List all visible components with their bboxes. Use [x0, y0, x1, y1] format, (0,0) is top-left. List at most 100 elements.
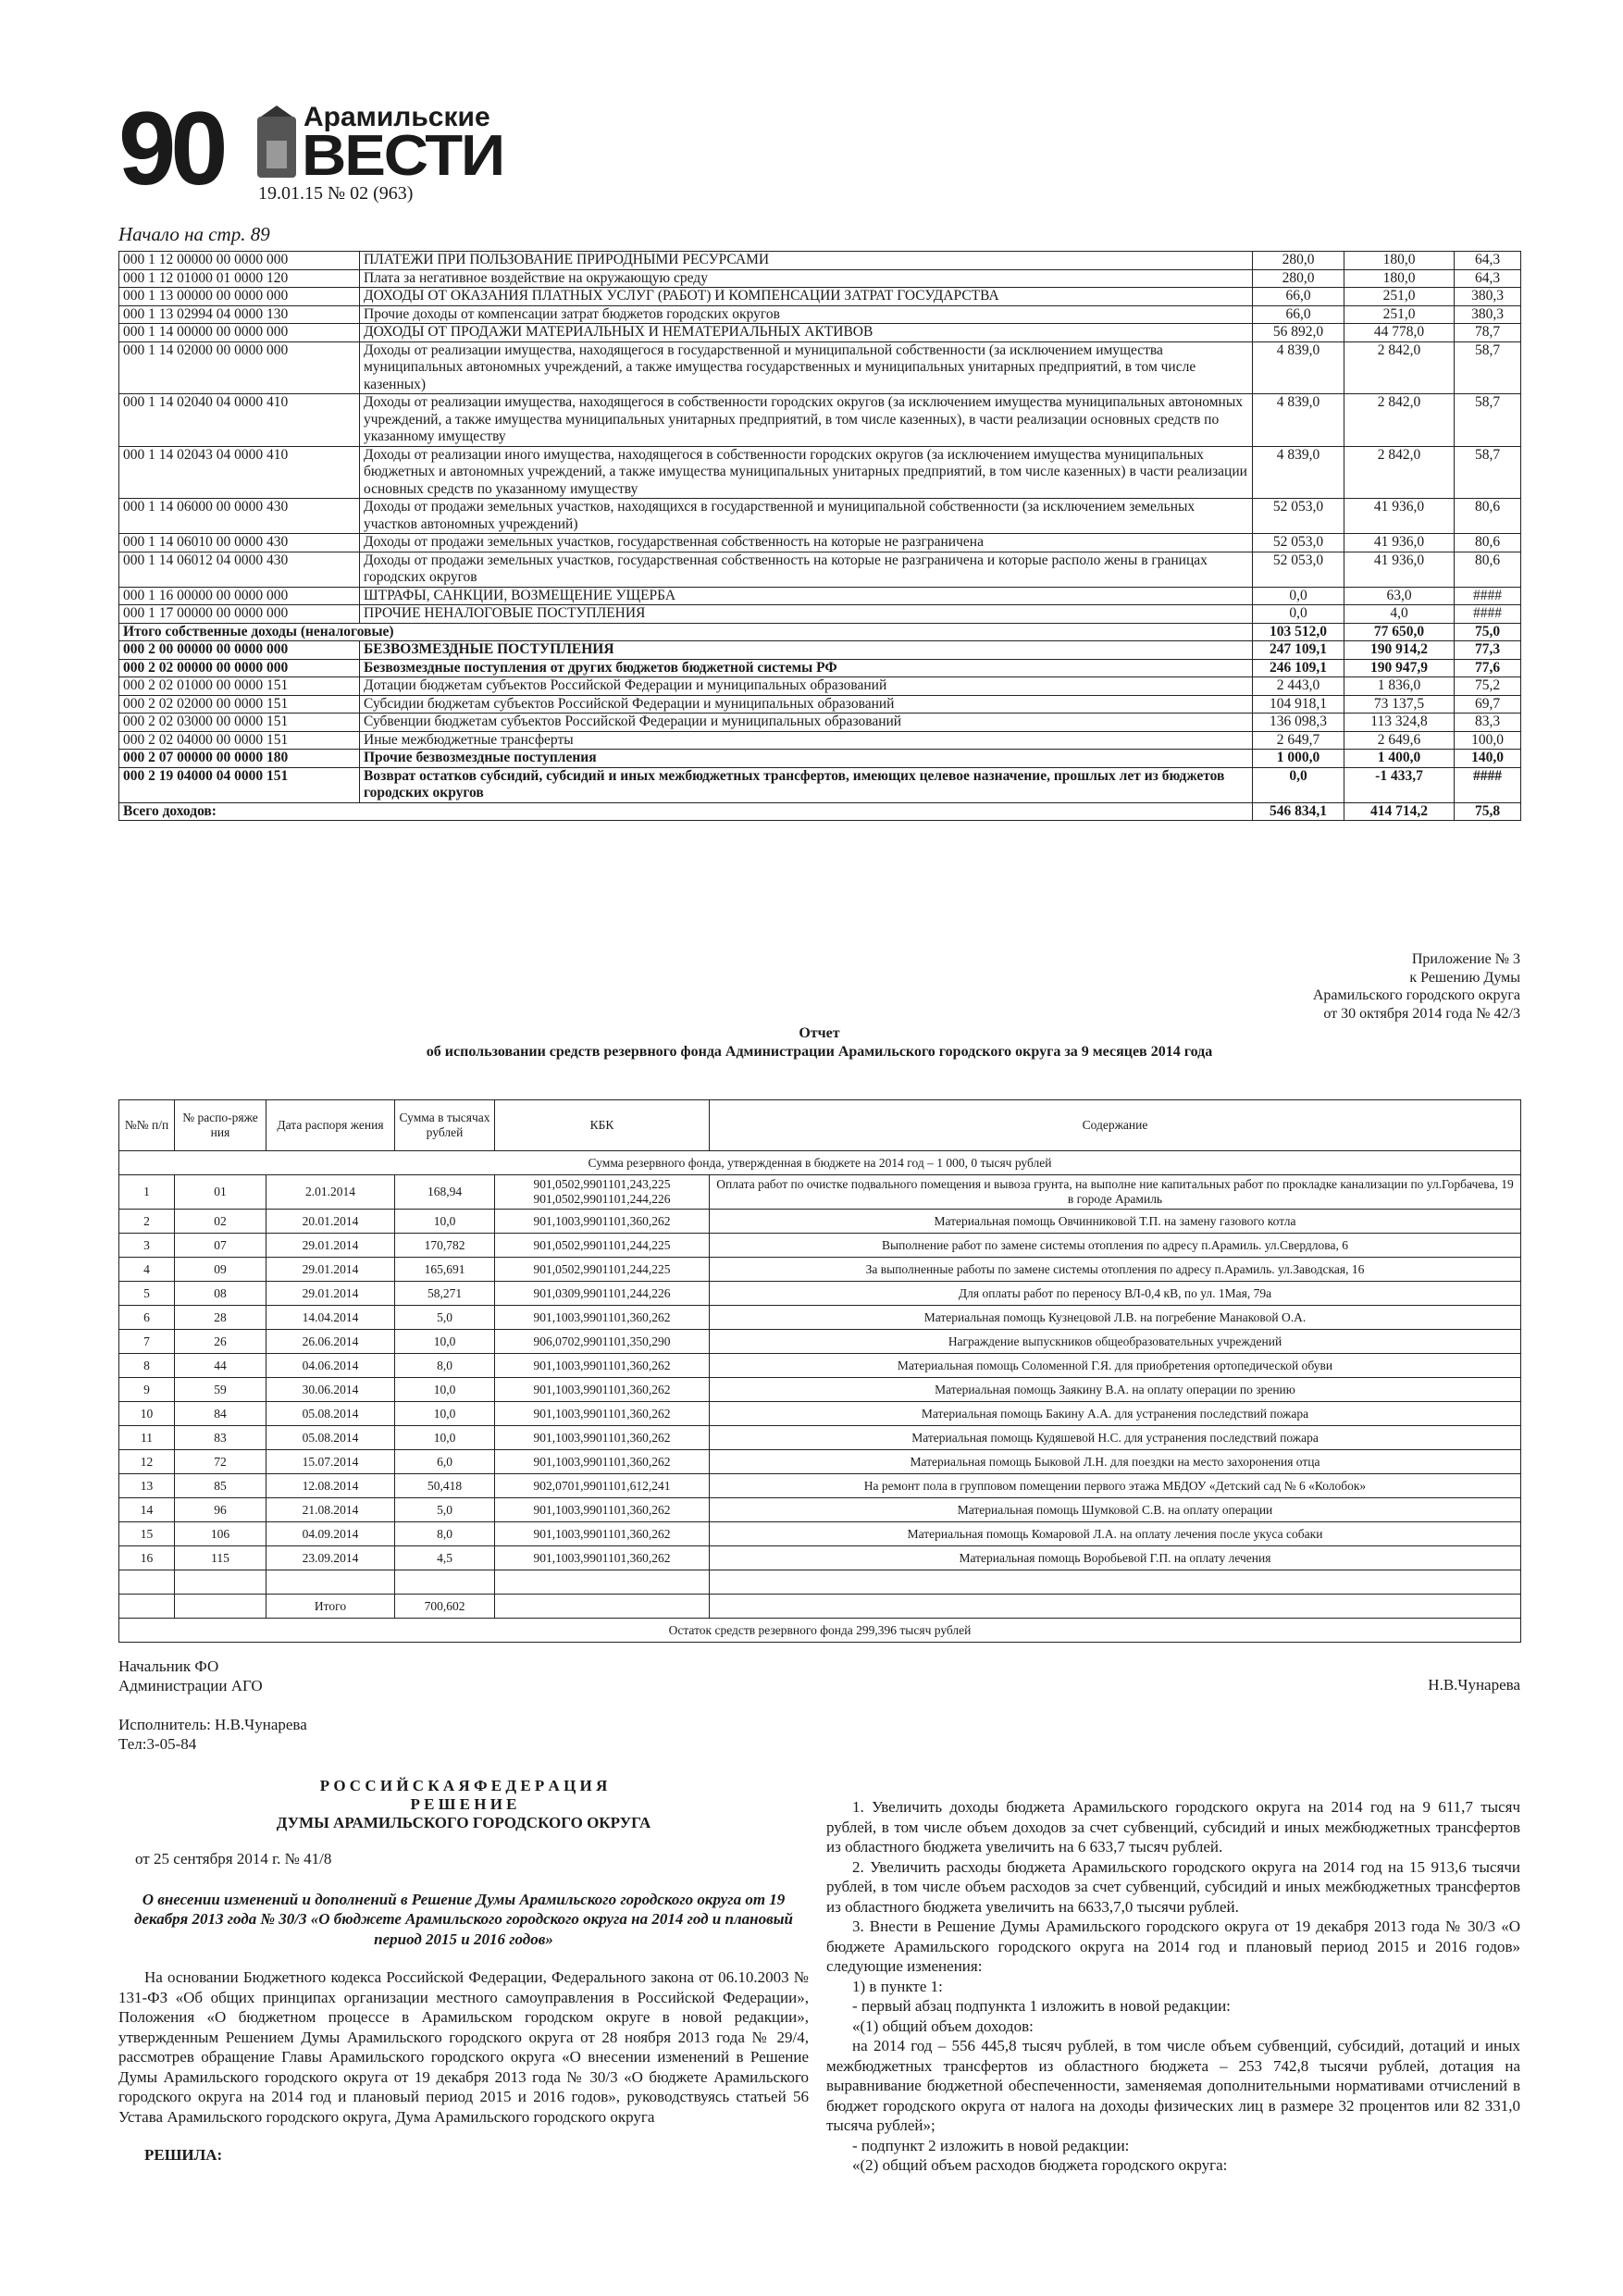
table-row: 000 2 19 04000 04 0000 151 Возврат остатк… — [118, 766, 1521, 803]
kbk-line: 901,1003,9901101,360,262 — [533, 1526, 671, 1541]
empty-cell — [494, 1570, 710, 1595]
total-row: Итого 700,602 — [118, 1594, 1521, 1619]
table-row: Итого собственные доходы (неналоговые) 10… — [118, 622, 1521, 641]
table-cell: 44 778,0 — [1344, 323, 1455, 342]
decision-item: - подпункт 2 изложить в новой редакции: — [852, 2136, 1130, 2154]
preamble: На основании Бюджетного кодекса Российск… — [118, 1968, 809, 2126]
table-cell: Доходы от реализации имущества, находяще… — [359, 393, 1253, 447]
table-cell: ШТРАФЫ, САНКЦИИ, ВОЗМЕЩЕНИЕ УЩЕРБА — [359, 586, 1253, 605]
table-cell: 11 — [118, 1425, 175, 1450]
decision-item: 1. Увеличить доходы бюджета Арамильского… — [826, 1798, 1520, 1855]
table-cell: 251,0 — [1344, 287, 1455, 306]
table-cell: Итого собственные доходы (неналоговые) — [118, 622, 1253, 641]
table-cell: ДОХОДЫ ОТ ОКАЗАНИЯ ПЛАТНЫХ УСЛУГ (РАБОТ)… — [359, 287, 1253, 306]
table-row: 000 1 13 02994 04 0000 130 Прочие доходы … — [118, 304, 1521, 324]
table-cell: 9 — [118, 1377, 175, 1402]
table-cell: 58,7 — [1454, 393, 1521, 447]
table-row: 15 106 04.09.2014 8,0 901,1003,9901101,360,2… — [118, 1521, 1521, 1546]
table-row: 000 2 02 00000 00 0000 000 Безвозмездные … — [118, 658, 1521, 677]
kbk-line: 906,0702,9901101,350,290 — [533, 1334, 671, 1348]
table-cell: БЕЗВОЗМЕЗДНЫЕ ПОСТУПЛЕНИЯ — [359, 640, 1253, 660]
table-cell: Прочие безвозмездные поступления — [359, 749, 1253, 768]
heading-line: Р О С С И Й С К А Я Ф Е Д Е Р А Ц И Я — [319, 1777, 608, 1794]
signature-block: Начальник ФО Администрации АГО Исполните… — [118, 1657, 307, 1754]
table-cell: 12 — [118, 1449, 175, 1474]
table-row: 000 1 17 00000 00 0000 000 ПРОЧИЕ НЕНАЛОГ… — [118, 604, 1521, 624]
table-cell: 000 1 14 06010 00 0000 430 — [118, 533, 360, 552]
table-cell: Награждение выпускников общеобразователь… — [709, 1329, 1521, 1354]
table-cell: 29.01.2014 — [266, 1233, 395, 1258]
table-cell: 56 892,0 — [1252, 323, 1344, 342]
table-cell: 104 918,1 — [1252, 694, 1344, 714]
table-cell: 8,0 — [394, 1353, 495, 1378]
table-cell: 000 1 12 01000 01 0000 120 — [118, 268, 360, 288]
table-row: 000 1 14 02000 00 0000 000 Доходы от реал… — [118, 341, 1521, 394]
table-row: 16 115 23.09.2014 4,5 901,1003,9901101,360,2… — [118, 1545, 1521, 1570]
empty-cell — [174, 1594, 266, 1619]
table-cell: Оплата работ по очистке подвального поме… — [709, 1174, 1521, 1210]
table-row: 000 2 02 02000 00 0000 151 Субсидии бюдже… — [118, 694, 1521, 714]
empty-cell — [394, 1570, 495, 1595]
table-row: 000 1 14 06000 00 0000 430 Доходы от прод… — [118, 498, 1521, 534]
table-cell: 02 — [174, 1209, 266, 1234]
table-cell: На ремонт пола в групповом помещении пер… — [709, 1473, 1521, 1498]
table-cell: 6 — [118, 1305, 175, 1330]
table-cell: 4 839,0 — [1252, 445, 1344, 499]
table-cell: 08 — [174, 1281, 266, 1306]
decision-item: на 2014 год – 556 445,8 тысяч рублей, в … — [826, 2037, 1520, 2134]
empty-cell — [174, 1570, 266, 1595]
empty-row — [118, 1570, 1521, 1595]
table-row: 12 72 15.07.2014 6,0 901,1003,9901101,360,26… — [118, 1449, 1521, 1474]
table-cell: 380,3 — [1454, 287, 1521, 306]
heading-line: Р Е Ш Е Н И Е — [410, 1795, 517, 1813]
table-cell: 2 842,0 — [1344, 393, 1455, 447]
table-cell: 80,6 — [1454, 498, 1521, 534]
table-cell: 000 1 14 00000 00 0000 000 — [118, 323, 360, 342]
decision-title: О внесении изменений и дополнений в Реше… — [134, 1890, 793, 1948]
executor: Исполнитель: Н.В.Чунарева — [118, 1716, 307, 1733]
table-cell: 113 324,8 — [1344, 713, 1455, 732]
kbk-line: 901,1003,9901101,360,262 — [533, 1454, 671, 1469]
table-row: 000 1 13 00000 00 0000 000 ДОХОДЫ ОТ ОКАЗ… — [118, 287, 1521, 306]
table-cell: 69,7 — [1454, 694, 1521, 714]
empty-cell — [709, 1594, 1521, 1619]
appendix-line: Арамильского городского округа — [1312, 987, 1520, 1003]
table-cell: 100,0 — [1454, 730, 1521, 750]
table-cell: #### — [1454, 586, 1521, 605]
kbk-cell: 901,1003,9901101,360,262 — [494, 1209, 710, 1234]
table-cell: 5 — [118, 1281, 175, 1306]
table-cell: За выполненные работы по замене системы … — [709, 1257, 1521, 1282]
table-cell: 07 — [174, 1233, 266, 1258]
remainder-row-cell: Остаток средств резервного фонда 299,396… — [118, 1618, 1521, 1643]
signature-name: Н.В.Чунарева — [1428, 1676, 1520, 1694]
decision-item: «(1) общий объем доходов: — [852, 2017, 1034, 2035]
table-cell: 7 — [118, 1329, 175, 1354]
resolved: РЕШИЛА: — [144, 2146, 223, 2164]
table-cell: 6,0 — [394, 1449, 495, 1474]
kbk-line: 901,0502,9901101,244,226 — [533, 1192, 671, 1206]
table-row: 3 07 29.01.2014 170,782 901,0502,9901101,244… — [118, 1233, 1521, 1258]
table-cell: 140,0 — [1454, 749, 1521, 768]
table-cell: 41 936,0 — [1344, 533, 1455, 552]
table-row: 000 2 02 04000 00 0000 151 Иные межбюджет… — [118, 730, 1521, 750]
table-cell: 05.08.2014 — [266, 1425, 395, 1450]
table-cell: 09 — [174, 1257, 266, 1282]
table-cell: 15.07.2014 — [266, 1449, 395, 1474]
table-cell: 29.01.2014 — [266, 1257, 395, 1282]
table-cell: 63,0 — [1344, 586, 1455, 605]
table-cell: 000 1 13 00000 00 0000 000 — [118, 287, 360, 306]
kbk-line: 902,0701,9901101,612,241 — [533, 1478, 671, 1493]
table-cell: 05.08.2014 — [266, 1401, 395, 1426]
table-cell: 1 000,0 — [1252, 749, 1344, 768]
table-cell: 247 109,1 — [1252, 640, 1344, 660]
table-cell: 83 — [174, 1425, 266, 1450]
table-cell: 000 2 00 00000 00 0000 000 — [118, 640, 360, 660]
table-cell: Материальная помощь Комаровой Л.А. на оп… — [709, 1521, 1521, 1546]
kbk-cell: 901,1003,9901101,360,262 — [494, 1449, 710, 1474]
kbk-line: 901,1003,9901101,360,262 — [533, 1382, 671, 1396]
table-row: 000 1 12 01000 01 0000 120 Плата за негат… — [118, 268, 1521, 288]
report-heading: Отчет об использовании средств резервног… — [118, 1024, 1520, 1061]
table-cell: Плата за негативное воздействие на окруж… — [359, 268, 1253, 288]
table-row: 7 26 26.06.2014 10,0 906,0702,9901101,350,29… — [118, 1329, 1521, 1354]
table-cell: 1 — [118, 1174, 175, 1210]
